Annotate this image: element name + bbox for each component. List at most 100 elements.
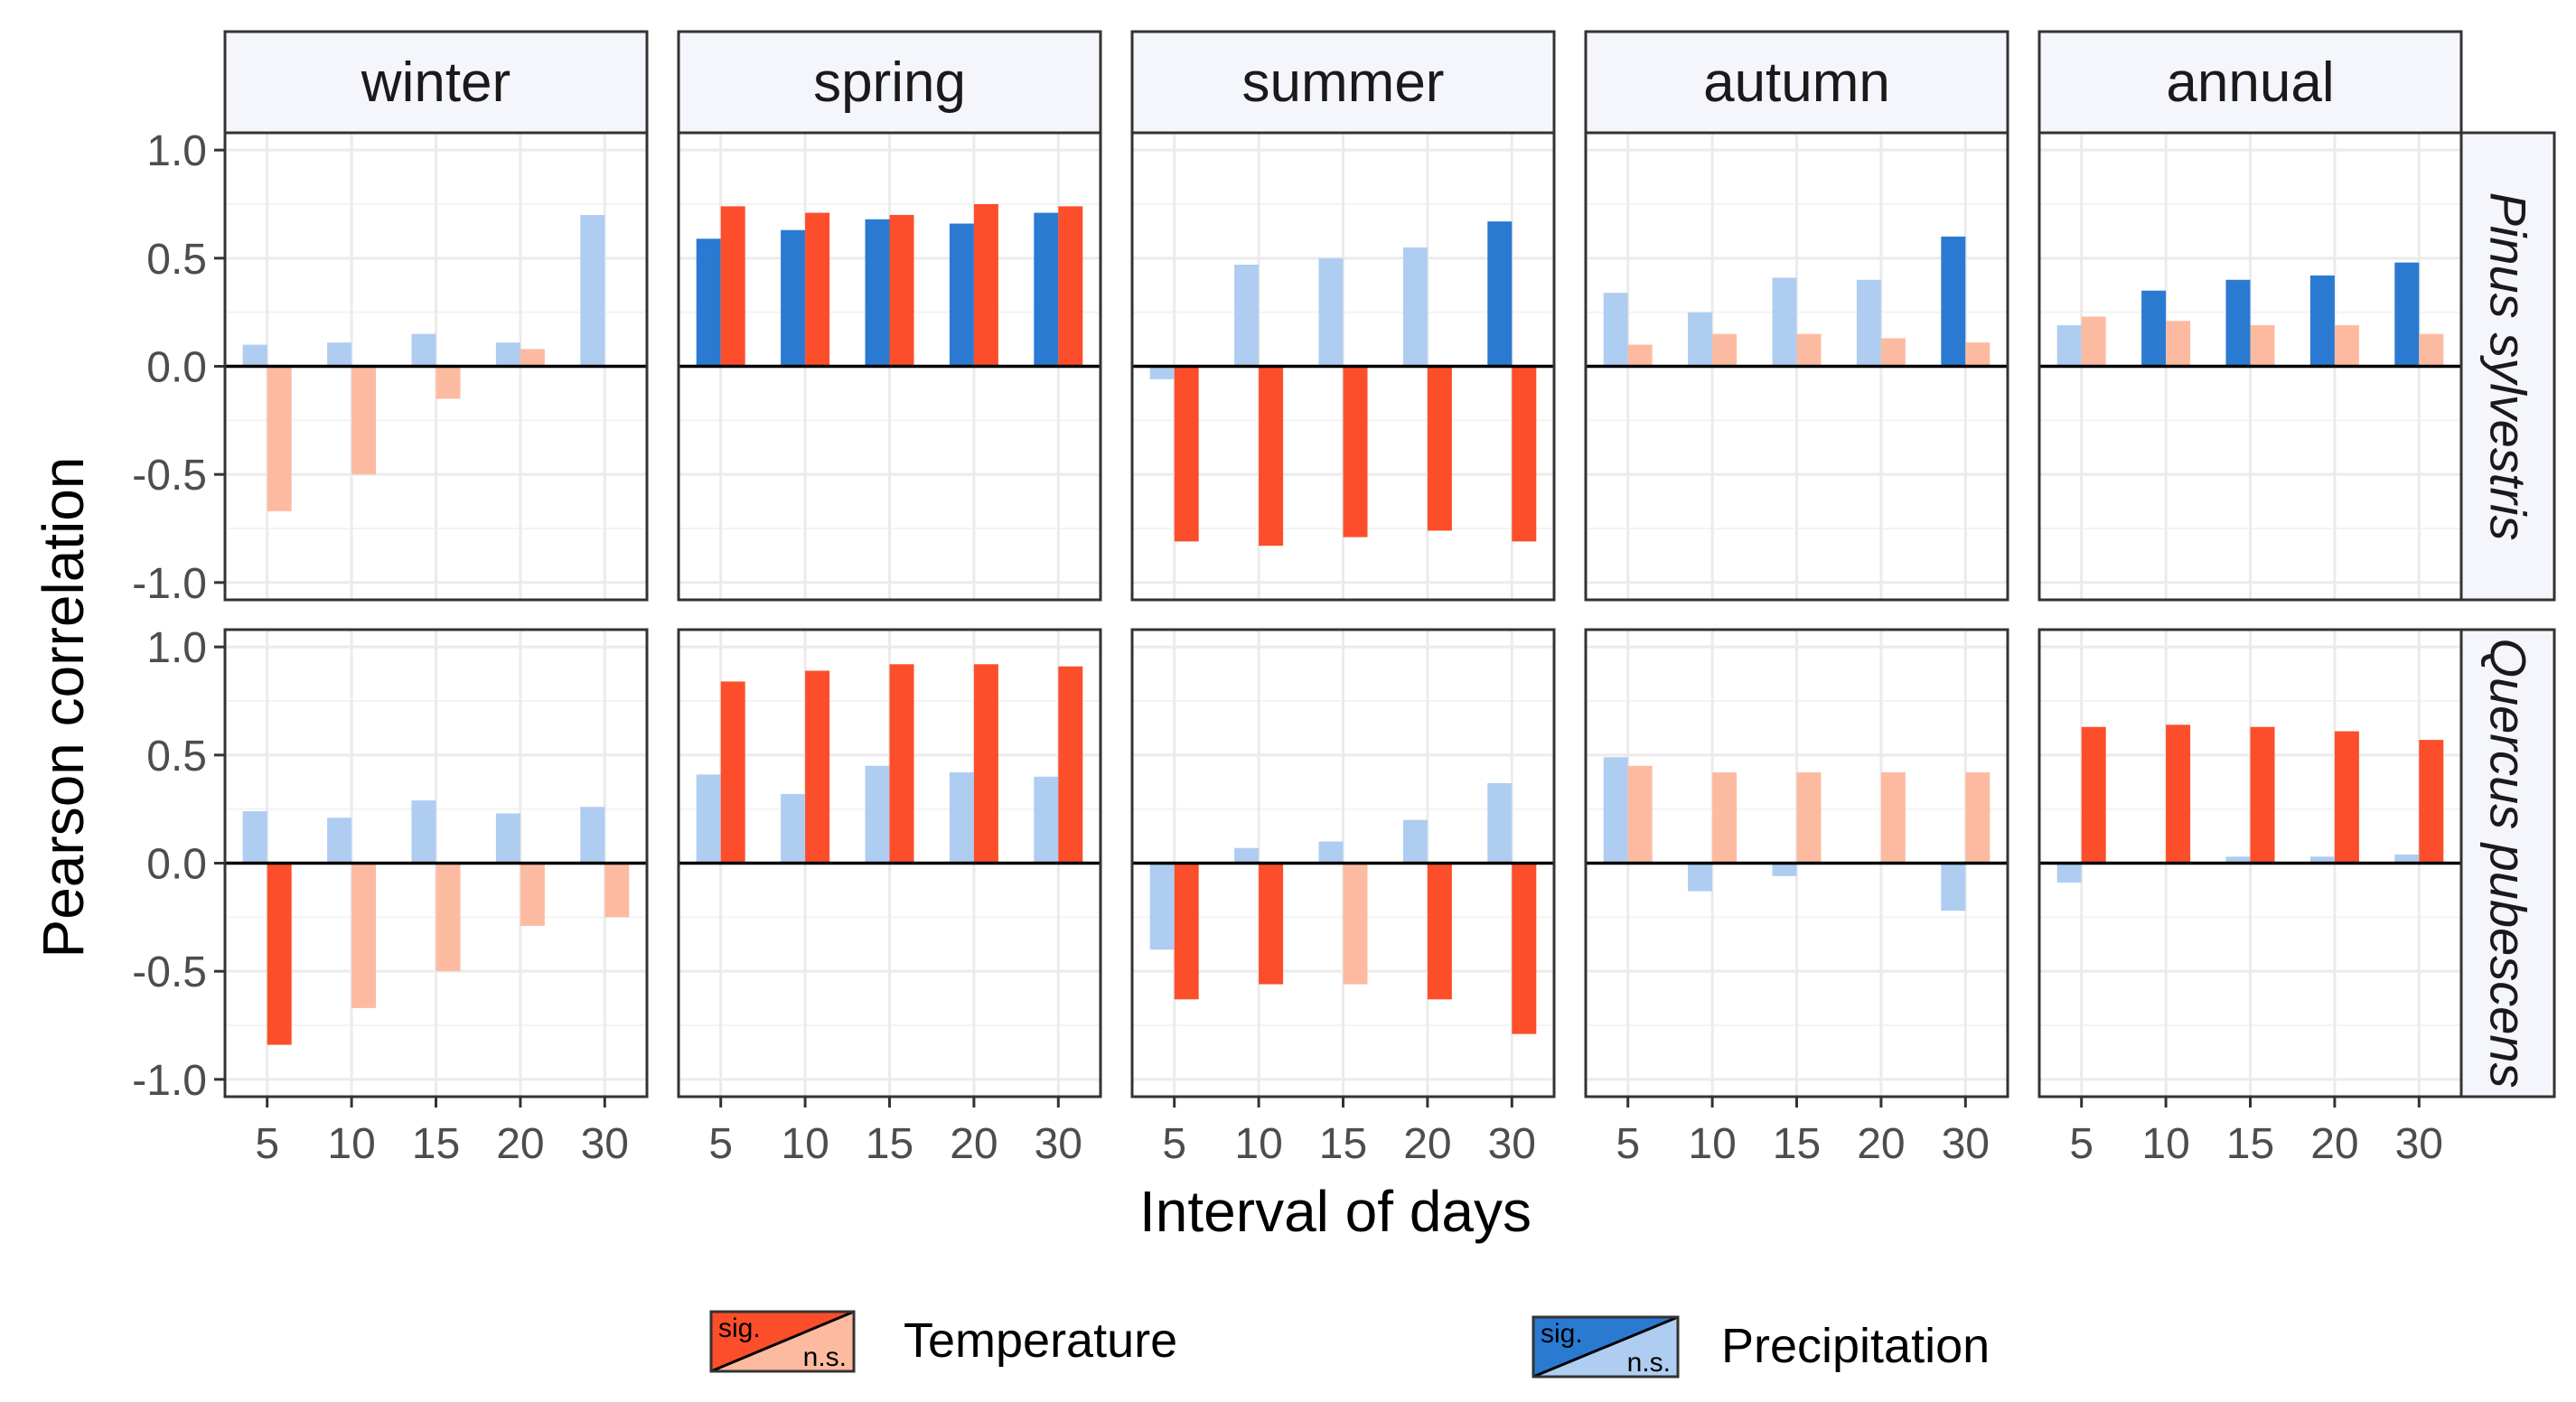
- bar-temperature-10-pinus-sylvestris-spring: [805, 212, 830, 367]
- bar-temperature-20-quercus-pubescens-annual: [2334, 731, 2359, 864]
- bar-temperature-15-pinus-sylvestris-winter: [436, 366, 461, 399]
- bar-temperature-5-quercus-pubescens-winter: [267, 863, 292, 1045]
- bar-precipitation-20-pinus-sylvestris-winter: [495, 342, 520, 367]
- axes-layer: -1.0 -0.5 0.0 0.5 1.0 -1.0 -0.5 0.0 0.5 1.0 5 10 15 2…: [132, 127, 2443, 1168]
- bar-precipitation-20-pinus-sylvestris-autumn: [1856, 279, 1881, 367]
- bar-temperature-5-quercus-pubescens-spring: [720, 681, 745, 864]
- x-tick-label: 5: [255, 1120, 279, 1168]
- bar-precipitation-20-pinus-sylvestris-summer: [1402, 247, 1428, 367]
- bar-temperature-5-pinus-sylvestris-spring: [720, 206, 745, 367]
- bar-precipitation-5-quercus-pubescens-autumn: [1603, 757, 1628, 864]
- bar-precipitation-5-quercus-pubescens-summer: [1149, 863, 1175, 950]
- bar-precipitation-5-quercus-pubescens-spring: [696, 774, 721, 864]
- x-tick-label: 30: [1488, 1120, 1536, 1168]
- legend-precipitation-ns-label: n.s.: [1627, 1348, 1671, 1378]
- bar-temperature-15-quercus-pubescens-spring: [889, 664, 914, 864]
- panel-quercus-pubescens-autumn: [1584, 628, 2009, 1098]
- bar-temperature-10-pinus-sylvestris-autumn: [1712, 333, 1738, 367]
- bar-temperature-30-pinus-sylvestris-autumn: [1965, 342, 1991, 367]
- bar-precipitation-5-quercus-pubescens-annual: [2056, 863, 2082, 883]
- y-tick-label: 0.5: [146, 733, 207, 780]
- y-tick-label: 0.0: [146, 344, 207, 392]
- row-strip-quercus-pubescens: [2459, 628, 2556, 1098]
- strip-label-spring: spring: [813, 51, 966, 114]
- bar-precipitation-10-pinus-sylvestris-summer: [1234, 265, 1260, 367]
- bar-precipitation-30-quercus-pubescens-annual: [2394, 854, 2420, 864]
- bar-temperature-5-pinus-sylvestris-annual: [2081, 316, 2106, 367]
- bar-precipitation-30-quercus-pubescens-winter: [580, 807, 605, 864]
- x-tick-label: 5: [2069, 1120, 2094, 1168]
- bar-precipitation-20-quercus-pubescens-annual: [2309, 856, 2335, 864]
- legend-key-precipitation: sig. n.s.: [1532, 1315, 1680, 1379]
- bar-temperature-30-quercus-pubescens-autumn: [1965, 771, 1991, 864]
- bar-precipitation-5-quercus-pubescens-winter: [242, 811, 267, 864]
- bar-precipitation-20-quercus-pubescens-winter: [495, 813, 520, 864]
- bar-temperature-30-pinus-sylvestris-summer: [1512, 366, 1537, 542]
- bar-temperature-15-quercus-pubescens-summer: [1343, 863, 1368, 985]
- row-strip-pinus-sylvestris: [2459, 131, 2556, 602]
- bar-temperature-10-pinus-sylvestris-winter: [351, 366, 377, 475]
- bar-temperature-20-quercus-pubescens-winter: [520, 863, 545, 926]
- panel-pinus-sylvestris-winter: [223, 131, 649, 602]
- bar-precipitation-15-quercus-pubescens-spring: [865, 765, 890, 864]
- bar-temperature-20-quercus-pubescens-spring: [973, 664, 998, 864]
- y-tick-label: 1.0: [146, 624, 207, 672]
- bar-precipitation-30-pinus-sylvestris-autumn: [1941, 236, 1966, 367]
- bar-temperature-15-pinus-sylvestris-autumn: [1796, 333, 1822, 367]
- bar-precipitation-5-pinus-sylvestris-autumn: [1603, 293, 1628, 367]
- bar-temperature-30-quercus-pubescens-winter: [604, 863, 630, 918]
- bar-precipitation-20-pinus-sylvestris-spring: [949, 223, 974, 367]
- bar-precipitation-20-pinus-sylvestris-annual: [2309, 275, 2335, 367]
- bar-temperature-15-pinus-sylvestris-annual: [2250, 325, 2275, 367]
- panel-pinus-sylvestris-spring: [677, 131, 1102, 602]
- panel-quercus-pubescens-winter: [223, 628, 649, 1098]
- bar-temperature-30-quercus-pubescens-annual: [2419, 740, 2444, 864]
- x-tick-label: 20: [496, 1120, 544, 1168]
- bar-temperature-5-pinus-sylvestris-summer: [1174, 366, 1199, 542]
- bar-precipitation-10-quercus-pubescens-summer: [1234, 847, 1260, 864]
- x-tick-label: 5: [708, 1120, 733, 1168]
- bar-temperature-15-quercus-pubescens-autumn: [1796, 771, 1822, 864]
- bar-temperature-10-quercus-pubescens-autumn: [1712, 771, 1738, 864]
- y-tick-label: 0.5: [146, 236, 207, 284]
- x-tick-label: 30: [2395, 1120, 2443, 1168]
- panels-layer: [223, 131, 2463, 1098]
- bar-temperature-5-quercus-pubescens-annual: [2081, 726, 2106, 864]
- legend: sig. n.s. Temperature sig. n.s. Precipit…: [709, 1310, 1990, 1379]
- bar-temperature-15-pinus-sylvestris-summer: [1343, 366, 1368, 537]
- bar-precipitation-15-quercus-pubescens-summer: [1318, 841, 1344, 864]
- bar-temperature-10-pinus-sylvestris-annual: [2166, 321, 2191, 367]
- strips-layer: winter spring summer autumn annual Pinus sylv…: [223, 30, 2556, 1098]
- y-tick-label: -0.5: [132, 949, 207, 996]
- bar-precipitation-5-pinus-sylvestris-summer: [1149, 366, 1175, 379]
- bar-temperature-5-pinus-sylvestris-winter: [267, 366, 292, 511]
- bar-temperature-10-pinus-sylvestris-summer: [1259, 366, 1284, 547]
- bar-precipitation-10-quercus-pubescens-spring: [781, 793, 806, 864]
- bar-precipitation-15-pinus-sylvestris-summer: [1318, 257, 1344, 367]
- x-tick-label: 15: [866, 1120, 913, 1168]
- panel-pinus-sylvestris-summer: [1130, 131, 1556, 602]
- bar-temperature-5-quercus-pubescens-autumn: [1627, 765, 1653, 864]
- strip-label-summer: summer: [1242, 51, 1445, 114]
- x-axis-title: Interval of days: [1139, 1179, 1532, 1244]
- bar-temperature-5-pinus-sylvestris-autumn: [1627, 344, 1653, 367]
- bar-precipitation-10-quercus-pubescens-winter: [327, 818, 352, 864]
- bar-temperature-20-pinus-sylvestris-spring: [973, 203, 998, 367]
- x-tick-label: 20: [2310, 1120, 2358, 1168]
- bar-precipitation-30-pinus-sylvestris-winter: [580, 214, 605, 367]
- bar-precipitation-5-pinus-sylvestris-spring: [696, 238, 721, 367]
- row-strip-label-quercus-pubescens: Quercus pubescens: [2480, 638, 2537, 1088]
- bar-precipitation-20-quercus-pubescens-summer: [1402, 819, 1428, 864]
- bar-temperature-20-quercus-pubescens-autumn: [1880, 771, 1906, 864]
- bar-temperature-30-pinus-sylvestris-spring: [1058, 206, 1083, 367]
- bar-precipitation-5-pinus-sylvestris-annual: [2056, 325, 2082, 367]
- legend-precipitation-sig-label: sig.: [1541, 1319, 1583, 1349]
- x-tick-label: 15: [1773, 1120, 1821, 1168]
- x-tick-label: 20: [1403, 1120, 1451, 1168]
- bar-temperature-15-quercus-pubescens-winter: [436, 863, 461, 972]
- bar-temperature-30-pinus-sylvestris-annual: [2419, 333, 2444, 367]
- y-tick-label: 0.0: [146, 841, 207, 889]
- bar-precipitation-15-pinus-sylvestris-spring: [865, 219, 890, 367]
- bar-precipitation-20-quercus-pubescens-spring: [949, 771, 974, 864]
- bar-precipitation-15-quercus-pubescens-autumn: [1772, 863, 1797, 876]
